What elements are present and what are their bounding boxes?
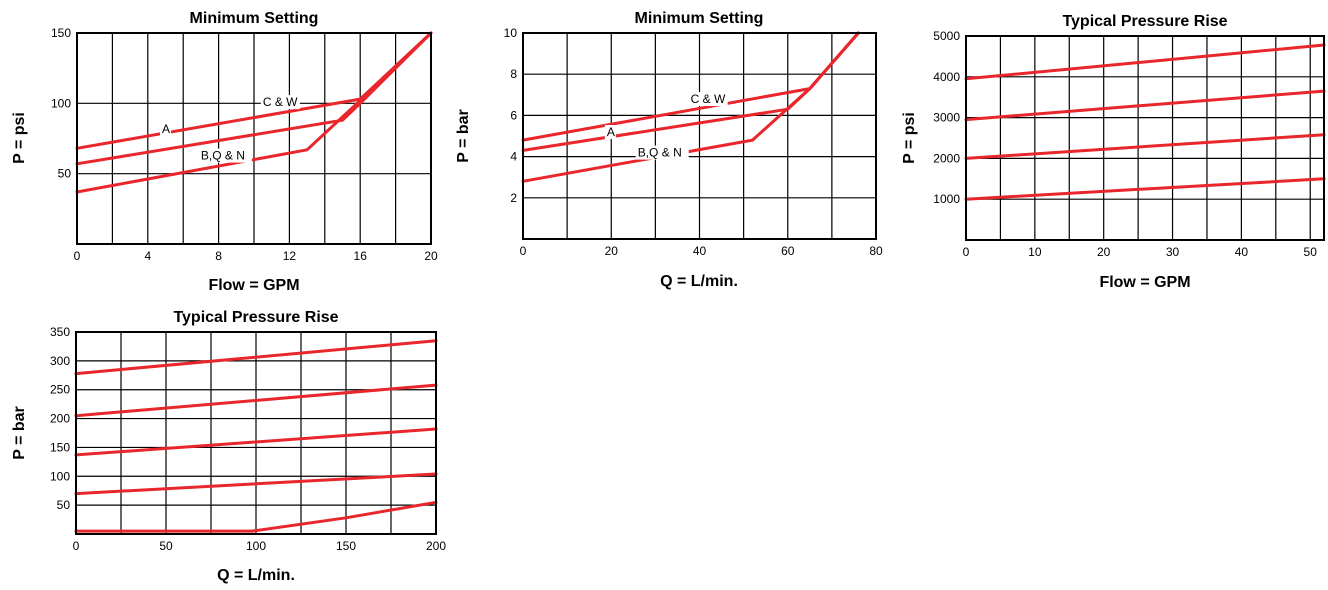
y-tick-label: 1000: [933, 192, 960, 206]
y-axis-label: P = bar: [11, 406, 28, 460]
series-layer: [74, 339, 438, 533]
plot-frame: [75, 331, 437, 535]
y-tick-label: 6: [510, 108, 517, 122]
y-tick-label: 100: [51, 96, 71, 110]
annotation-bg: [635, 145, 689, 160]
x-tick-label: 0: [520, 244, 527, 258]
series-line: [75, 31, 433, 194]
series-layer: [964, 43, 1326, 201]
grid-layer: [523, 33, 876, 239]
series-annotation: B,Q & N: [638, 146, 682, 160]
annotation-bg: [198, 148, 252, 163]
x-tick-label: 16: [354, 249, 368, 263]
x-tick-label: 100: [246, 539, 266, 553]
series-line: [74, 472, 438, 496]
plot-frame: [522, 32, 877, 240]
x-tick-label: 40: [693, 244, 707, 258]
series-line: [521, 31, 860, 183]
series-annotation: A: [607, 125, 615, 139]
series-line: [964, 133, 1326, 160]
series-line: [964, 43, 1326, 81]
annotation-bg: [159, 121, 171, 136]
x-tick-label: 50: [1304, 245, 1318, 259]
tick-layer: 0 50 100 150 200 50 100 150 200 250 300 350: [50, 325, 446, 553]
series-annotation: C & W: [691, 92, 726, 106]
grid-layer: [966, 36, 1324, 240]
y-tick-label: 350: [50, 325, 70, 339]
y-tick-label: 100: [50, 469, 70, 483]
series-layer: [521, 31, 860, 183]
annotation-bg: [260, 95, 300, 110]
annotation-layer: C & W A B,Q & N: [604, 92, 728, 160]
x-tick-label: 12: [283, 249, 297, 263]
x-axis-label: Flow = GPM: [208, 277, 299, 294]
series-annotation: B,Q & N: [201, 149, 245, 163]
x-tick-label: 20: [1097, 245, 1111, 259]
y-axis-label: P = psi: [11, 112, 28, 164]
x-tick-label: 50: [159, 539, 173, 553]
x-tick-label: 0: [74, 249, 81, 263]
x-tick-label: 20: [424, 249, 438, 263]
tick-layer: 0 10 20 30 40 50 1000 2000 3000 4000 5000: [933, 29, 1317, 259]
annotation-bg: [604, 125, 616, 139]
annotation-layer: C & W A B,Q & N: [159, 95, 300, 163]
series-line: [74, 383, 438, 418]
x-tick-label: 200: [426, 539, 446, 553]
grid-layer: [77, 33, 431, 244]
tick-layer: 0 20 40 60 80 2 4 6 8 10: [504, 26, 883, 258]
x-tick-label: 80: [869, 244, 883, 258]
y-tick-label: 4000: [933, 70, 960, 84]
y-tick-label: 2000: [933, 151, 960, 165]
y-tick-label: 150: [51, 26, 71, 40]
x-tick-label: 0: [963, 245, 970, 259]
chart-pressure-rise-psi: Typical Pressure Rise Flow = GPM P = psi…: [901, 13, 1326, 291]
annotation-bg: [688, 92, 728, 107]
y-axis-label: P = bar: [455, 109, 472, 163]
x-tick-label: 4: [144, 249, 151, 263]
x-tick-label: 8: [215, 249, 222, 263]
chart-pressure-rise-bar: Typical Pressure Rise Q = L/min. P = bar…: [11, 309, 446, 584]
y-tick-label: 200: [50, 412, 70, 426]
x-tick-label: 10: [1028, 245, 1042, 259]
y-tick-label: 8: [510, 67, 517, 81]
series-layer: [75, 31, 433, 194]
plot-frame: [76, 32, 432, 245]
y-tick-label: 300: [50, 354, 70, 368]
y-tick-label: 150: [50, 440, 70, 454]
chart-title: Minimum Setting: [190, 10, 319, 27]
x-axis-label: Q = L/min.: [660, 273, 738, 290]
plot-frame: [965, 35, 1325, 241]
y-tick-label: 4: [510, 150, 517, 164]
y-tick-label: 50: [57, 498, 71, 512]
x-tick-label: 0: [73, 539, 80, 553]
chart-title: Minimum Setting: [635, 10, 764, 27]
y-axis-label: P = psi: [901, 112, 918, 164]
y-tick-label: 50: [58, 167, 72, 181]
y-tick-label: 3000: [933, 111, 960, 125]
series-line: [74, 500, 438, 533]
x-tick-label: 20: [605, 244, 619, 258]
chart-title: Typical Pressure Rise: [173, 309, 338, 326]
chart-min-setting-psi: Minimum Setting Flow = GPM P = psi 0 4 8 12…: [11, 10, 438, 294]
series-annotation: A: [162, 122, 170, 136]
x-axis-label: Q = L/min.: [217, 567, 295, 584]
x-axis-label: Flow = GPM: [1099, 274, 1190, 291]
y-tick-label: 250: [50, 383, 70, 397]
chart-title: Typical Pressure Rise: [1062, 13, 1227, 30]
x-tick-label: 150: [336, 539, 356, 553]
y-tick-label: 5000: [933, 29, 960, 43]
x-tick-label: 40: [1235, 245, 1249, 259]
tick-layer: 0 4 8 12 16 20 50 100 150: [51, 26, 438, 263]
chart-min-setting-bar: Minimum Setting Q = L/min. P = bar 0 20 40…: [455, 10, 883, 290]
series-line: [964, 89, 1326, 122]
series-annotation: C & W: [263, 95, 298, 109]
series-line: [74, 427, 438, 457]
series-line: [74, 339, 438, 376]
x-tick-label: 60: [781, 244, 795, 258]
series-line: [964, 177, 1326, 201]
x-tick-label: 30: [1166, 245, 1180, 259]
y-tick-label: 10: [504, 26, 518, 40]
y-tick-label: 2: [510, 191, 517, 205]
